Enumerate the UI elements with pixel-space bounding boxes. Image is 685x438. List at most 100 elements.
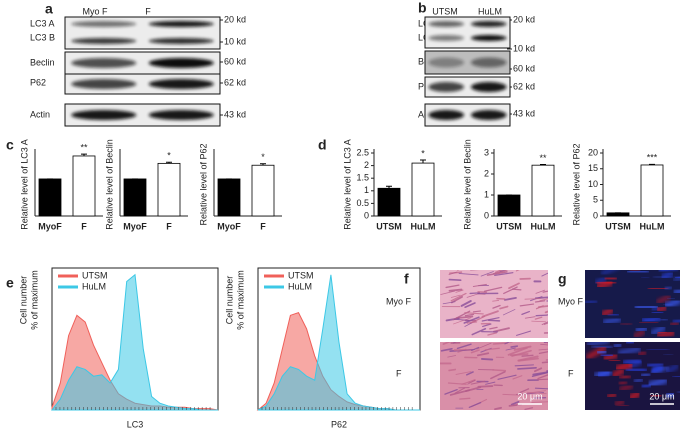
cell [464, 302, 476, 309]
y-tick-label: 15 [588, 163, 598, 173]
cell [494, 270, 504, 274]
cell [472, 310, 481, 313]
cell [440, 290, 455, 295]
lane-label: UTSM [432, 6, 458, 16]
x-tick-label: UTSM [376, 221, 402, 231]
cell [483, 286, 503, 292]
x-tick-label: HuLM [640, 221, 665, 231]
cell [543, 332, 548, 334]
cell [649, 392, 663, 399]
x-tick-label: MyoF [217, 221, 241, 231]
cell [546, 370, 548, 372]
cell [471, 327, 487, 336]
legend-label: HuLM [82, 281, 106, 291]
cell [487, 332, 498, 336]
blot-box [424, 50, 511, 75]
significance: * [421, 148, 425, 158]
error-bar [540, 164, 546, 166]
cell [615, 403, 630, 408]
y-axis-label: Cell number [224, 276, 234, 325]
cell [499, 305, 509, 310]
y-tick-label: 0 [364, 210, 369, 220]
marker-label: 43 kd [513, 108, 535, 118]
cell [640, 315, 662, 324]
blot-band [428, 82, 465, 92]
panel-label: d [318, 137, 327, 153]
cell [540, 343, 548, 346]
cell [497, 374, 517, 380]
cell [515, 270, 520, 272]
error-bar [420, 159, 426, 164]
error-bar [81, 153, 87, 156]
error-bar [166, 161, 172, 164]
x-tick-label: HuLM [411, 221, 436, 231]
blot-band [470, 21, 507, 27]
cell [458, 272, 479, 276]
lane-label: Myo F [82, 6, 108, 16]
cell [492, 327, 510, 333]
cell [466, 371, 474, 376]
cell [442, 342, 452, 345]
cell [481, 317, 500, 322]
cell [603, 275, 619, 282]
panel-label: a [45, 1, 53, 17]
y-tick-label: 1.5 [356, 173, 369, 183]
cell [517, 367, 537, 370]
significance: * [261, 152, 265, 162]
cell [624, 366, 648, 374]
cell [502, 393, 523, 396]
bar [217, 178, 241, 217]
panel-label: c [6, 137, 14, 153]
bar [640, 164, 664, 217]
cell [480, 358, 494, 361]
cell [663, 390, 677, 401]
cell [453, 317, 472, 325]
marker-label: 62 kd [513, 81, 535, 91]
cell [440, 347, 453, 352]
cell [536, 378, 548, 381]
y-tick-label: 2.5 [356, 147, 369, 157]
x-axis-label: LC3 [127, 419, 144, 429]
panel-label: b [418, 0, 427, 16]
scale-label: 20 μm [517, 391, 542, 401]
cell [652, 365, 665, 372]
cell [484, 347, 500, 351]
cell [453, 318, 470, 321]
cell [454, 387, 466, 394]
cell [507, 347, 528, 356]
blot-band [71, 38, 137, 44]
legend-label: HuLM [288, 281, 312, 291]
y-tick-label: 3 [484, 147, 489, 157]
x-tick-label: MyoF [123, 221, 147, 231]
cell [655, 305, 668, 313]
cell [526, 391, 547, 395]
cell [502, 309, 516, 316]
bar [377, 187, 401, 217]
cell [534, 387, 548, 390]
y-axis-label: Relative level of P62 [198, 143, 208, 225]
y-tick-label: 5 [593, 195, 598, 205]
cell [534, 316, 543, 320]
cell [510, 400, 520, 406]
cell [537, 374, 548, 380]
cell [464, 322, 473, 327]
cell [472, 283, 487, 287]
cell [471, 346, 480, 352]
panel-label: f [404, 271, 409, 287]
marker-label: 10 kd [513, 43, 535, 53]
significance: ** [80, 142, 88, 152]
cell [463, 316, 480, 324]
cell [606, 312, 620, 318]
cell [602, 316, 622, 325]
cell [535, 305, 544, 310]
y-tick-label: 2 [364, 160, 369, 170]
histogram-area [50, 273, 218, 411]
y-tick-label: 0 [484, 210, 489, 220]
cell [672, 374, 680, 379]
cell [459, 397, 471, 400]
cell [634, 325, 649, 333]
blot-band [148, 79, 214, 89]
cell [456, 349, 476, 352]
significance: *** [647, 153, 658, 163]
cell [470, 270, 480, 271]
